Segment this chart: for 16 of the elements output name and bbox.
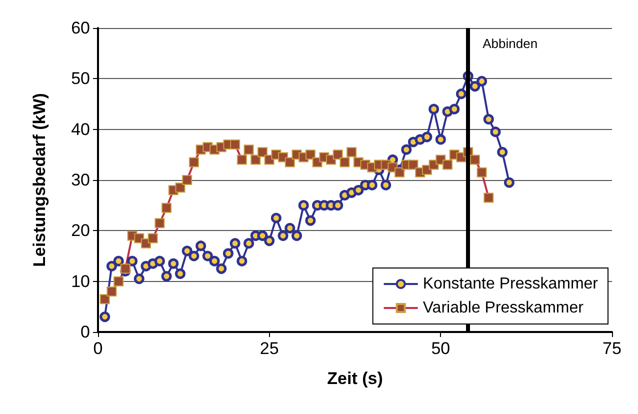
legend-label: Variable Presskammer — [422, 300, 584, 316]
y-tick-label: 60 — [71, 18, 90, 38]
legend-label: Konstante Presskammer — [422, 276, 599, 292]
y-axis-title: Leistungsbedarf (kW) — [30, 93, 49, 267]
y-tick-label: 20 — [71, 221, 90, 240]
y-tick-label: 10 — [71, 272, 90, 291]
y-tick-label: 50 — [71, 69, 90, 88]
x-tick-label: 75 — [602, 339, 622, 358]
y-tick-label: 40 — [71, 120, 90, 139]
x-tick-label: 25 — [260, 339, 279, 358]
x-axis-title: Zeit (s) — [327, 369, 383, 388]
x-tick-label: 0 — [93, 339, 103, 358]
y-tick-label: 30 — [71, 170, 90, 190]
ref-line-label: Abbinden — [482, 36, 538, 51]
x-tick-label: 50 — [431, 339, 450, 358]
y-tick-label: 0 — [80, 322, 90, 342]
